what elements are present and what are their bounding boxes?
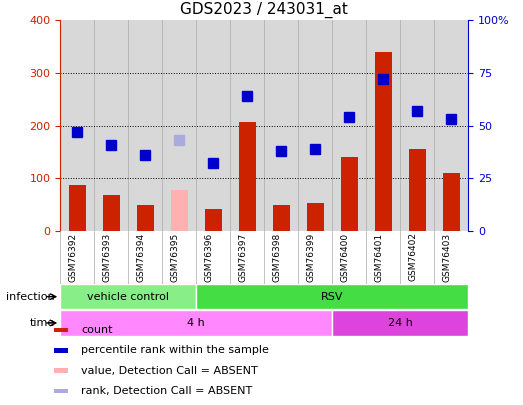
- Bar: [60, 284, 196, 309]
- Bar: [204, 209, 222, 231]
- Text: GSM76394: GSM76394: [136, 232, 145, 281]
- Text: time: time: [30, 318, 55, 328]
- Bar: [374, 52, 392, 231]
- Text: RSV: RSV: [321, 292, 344, 302]
- Text: 4 h: 4 h: [187, 318, 205, 328]
- Bar: [196, 284, 468, 309]
- Text: vehicle control: vehicle control: [87, 292, 169, 302]
- Bar: [54, 389, 67, 393]
- Text: count: count: [81, 325, 112, 335]
- Bar: [69, 185, 86, 231]
- Bar: [238, 122, 256, 231]
- Bar: [137, 205, 154, 231]
- Bar: [272, 205, 290, 231]
- Text: GSM76392: GSM76392: [68, 232, 77, 281]
- Text: GSM76395: GSM76395: [170, 232, 179, 282]
- Text: GSM76400: GSM76400: [340, 232, 349, 281]
- Bar: [103, 195, 120, 231]
- Bar: [60, 310, 332, 336]
- Text: GSM76403: GSM76403: [442, 232, 451, 281]
- Text: GSM76396: GSM76396: [204, 232, 213, 282]
- Bar: [442, 173, 460, 231]
- Text: GSM76401: GSM76401: [374, 232, 383, 281]
- Text: GSM76397: GSM76397: [238, 232, 247, 282]
- Bar: [332, 310, 468, 336]
- Bar: [54, 348, 67, 352]
- Text: percentile rank within the sample: percentile rank within the sample: [81, 345, 269, 355]
- Bar: [170, 190, 188, 231]
- Bar: [306, 203, 324, 231]
- Bar: [408, 149, 426, 231]
- Bar: [340, 157, 358, 231]
- Text: GSM76398: GSM76398: [272, 232, 281, 282]
- Text: infection: infection: [6, 292, 55, 302]
- Bar: [54, 369, 67, 373]
- Text: rank, Detection Call = ABSENT: rank, Detection Call = ABSENT: [81, 386, 252, 396]
- Text: GSM76393: GSM76393: [102, 232, 111, 282]
- Text: GSM76399: GSM76399: [306, 232, 315, 282]
- Bar: [54, 328, 67, 332]
- Text: value, Detection Call = ABSENT: value, Detection Call = ABSENT: [81, 366, 258, 375]
- Title: GDS2023 / 243031_at: GDS2023 / 243031_at: [180, 1, 348, 17]
- Text: 24 h: 24 h: [388, 318, 413, 328]
- Text: GSM76402: GSM76402: [408, 232, 417, 281]
